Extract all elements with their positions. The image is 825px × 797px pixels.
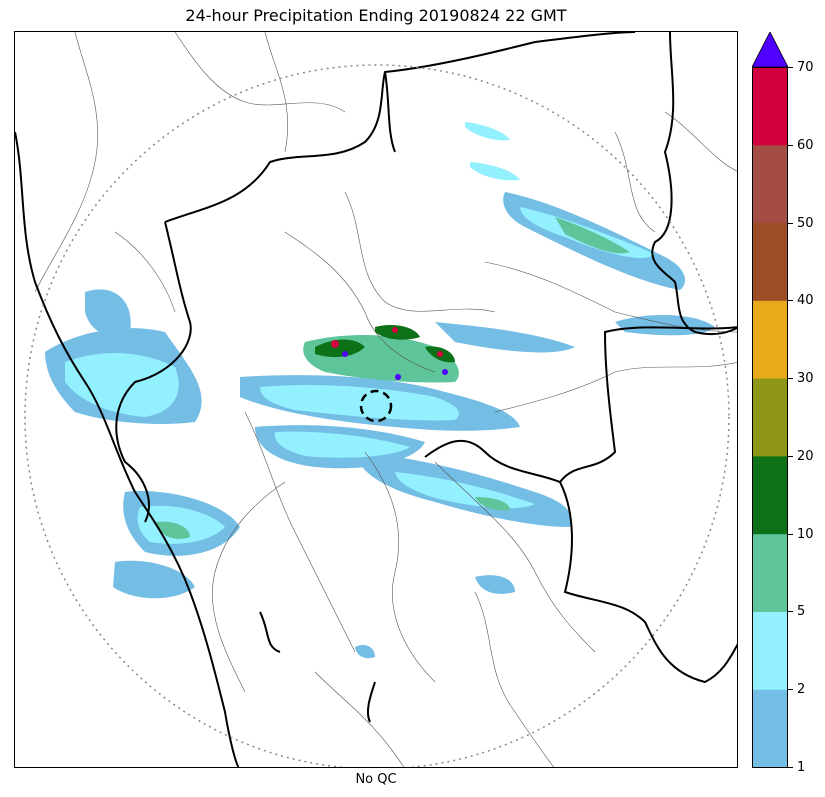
colorbar-tick-label: 40 bbox=[797, 293, 814, 309]
colorbar-tick-label: 30 bbox=[797, 371, 814, 387]
precip-area bbox=[137, 505, 225, 544]
precip-area bbox=[470, 162, 520, 181]
colorbar-segment bbox=[752, 222, 788, 301]
boundary-line bbox=[558, 326, 737, 684]
boundary-line bbox=[484, 261, 737, 333]
precip-moderate bbox=[65, 122, 655, 544]
precip-area bbox=[315, 339, 365, 358]
boundary-line bbox=[115, 221, 192, 523]
precip-area bbox=[274, 431, 410, 458]
colorbar-segments bbox=[752, 67, 788, 768]
precip-cell bbox=[342, 351, 348, 357]
precip-area bbox=[85, 289, 131, 336]
boundary-line bbox=[314, 671, 405, 767]
colorbar-frame bbox=[752, 67, 788, 768]
colorbar-segment bbox=[752, 378, 788, 457]
colorbar-tick-label: 2 bbox=[797, 682, 806, 698]
colorbar-tick bbox=[788, 300, 793, 302]
precip-max bbox=[342, 351, 448, 380]
boundary-line bbox=[244, 411, 356, 653]
boundary-line bbox=[264, 32, 288, 153]
colorbar-tick-label: 50 bbox=[797, 215, 814, 231]
colorbar-tick-label: 1 bbox=[797, 760, 806, 775]
colorbar bbox=[752, 32, 788, 768]
precip-area bbox=[435, 322, 575, 353]
colorbar-segment bbox=[752, 533, 788, 612]
precip-area bbox=[113, 560, 195, 599]
precip-cell bbox=[392, 327, 398, 333]
precip-cell bbox=[437, 351, 443, 357]
boundary-line bbox=[366, 681, 376, 723]
colorbar-tick-label: 20 bbox=[797, 448, 814, 464]
precip-extreme bbox=[331, 327, 443, 357]
state-boundaries bbox=[15, 32, 737, 767]
boundary-line bbox=[364, 451, 436, 683]
boundary-line bbox=[434, 461, 596, 653]
colorbar-tick bbox=[788, 67, 793, 68]
colorbar-tick-label: 70 bbox=[797, 60, 814, 75]
plot-title: 24-hour Precipitation Ending 20190824 22… bbox=[185, 6, 567, 25]
colorbar-tick bbox=[788, 611, 793, 613]
precip-area bbox=[260, 385, 459, 421]
colorbar-segment bbox=[752, 611, 788, 690]
boundary-line bbox=[664, 111, 737, 172]
boundary-line bbox=[164, 32, 636, 223]
precip-area bbox=[65, 352, 179, 417]
precip-cell bbox=[331, 340, 339, 348]
boundary-line bbox=[651, 32, 737, 336]
precip-light bbox=[45, 192, 715, 659]
boundary-line bbox=[259, 611, 281, 653]
boundary-line bbox=[284, 231, 436, 373]
boundary-line bbox=[114, 231, 176, 313]
precip-area bbox=[475, 575, 515, 594]
boundary-line bbox=[34, 32, 98, 293]
precip-area bbox=[465, 122, 510, 141]
precip-cell bbox=[395, 374, 401, 380]
colorbar-tick bbox=[788, 144, 793, 146]
colorbar-segment bbox=[752, 689, 788, 768]
boundary-line bbox=[212, 481, 286, 693]
precip-area bbox=[555, 217, 630, 254]
colorbar-tick bbox=[788, 378, 793, 380]
boundary-line bbox=[344, 191, 496, 313]
colorbar-segment bbox=[752, 67, 788, 146]
precip-area bbox=[475, 497, 510, 511]
boundary-line bbox=[494, 362, 737, 413]
colorbar-tick-label: 60 bbox=[797, 137, 814, 153]
colorbar-segment bbox=[752, 300, 788, 379]
colorbar-tick-label: 5 bbox=[797, 604, 806, 620]
colorbar-tick-label: 10 bbox=[797, 526, 814, 542]
district-boundaries bbox=[34, 32, 737, 767]
colorbar-segment bbox=[752, 144, 788, 224]
radar-map bbox=[14, 31, 738, 768]
boundary-line bbox=[174, 32, 346, 113]
colorbar-segment bbox=[752, 455, 788, 535]
colorbar-tick bbox=[788, 689, 793, 691]
colorbar-extend-arrow bbox=[752, 32, 788, 68]
colorbar-tick bbox=[788, 533, 793, 535]
boundary-line bbox=[15, 131, 240, 767]
radar-range-ring bbox=[24, 64, 730, 767]
precip-area bbox=[375, 325, 420, 340]
precip-area bbox=[155, 521, 190, 539]
boundary-line bbox=[384, 71, 396, 153]
map-canvas bbox=[15, 32, 737, 767]
precip-area bbox=[615, 315, 715, 336]
precip-heavy bbox=[155, 217, 630, 539]
boundary-line bbox=[614, 131, 656, 233]
precip-area bbox=[395, 472, 535, 509]
precip-cell bbox=[442, 369, 448, 375]
radar-site-marker bbox=[359, 389, 393, 423]
x-axis-label: No QC bbox=[355, 772, 397, 787]
colorbar-tick bbox=[788, 455, 793, 457]
precip-layer bbox=[45, 122, 715, 659]
precip-area bbox=[355, 645, 375, 659]
boundary-line bbox=[424, 439, 561, 483]
boundary-line bbox=[474, 591, 554, 767]
precip-area bbox=[303, 335, 459, 383]
colorbar-tick bbox=[788, 222, 793, 224]
colorbar-tick bbox=[788, 767, 793, 768]
